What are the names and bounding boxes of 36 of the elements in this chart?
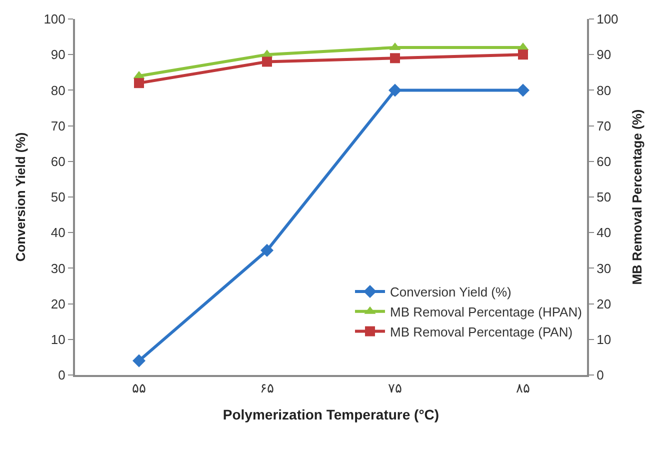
point: [132, 354, 146, 368]
x-tick-label: ۷۵: [388, 380, 402, 396]
y2-tick-label: 100: [596, 12, 618, 27]
y-tick-label: 100: [44, 12, 66, 27]
y-tick-label: 40: [50, 225, 66, 240]
legend-label: MB Removal Percentage (HPAN): [390, 304, 582, 320]
y2-axis-title: MB Removal Percentage (%): [629, 109, 644, 285]
y2-tick-label: 10: [596, 332, 612, 347]
legend-label: MB Removal Percentage (PAN): [390, 324, 573, 340]
y2-tick-label: 30: [596, 260, 612, 276]
x-axis-title: Polymerization Temperature (°C): [222, 406, 440, 422]
y-axis-title: Conversion Yield (%): [13, 132, 28, 262]
y2-tick-label: 0: [596, 368, 604, 383]
y-tick-label: 0: [58, 368, 66, 383]
point: [516, 84, 530, 97]
y-tick-label: 30: [50, 260, 66, 276]
y2-tick-label: 80: [596, 82, 612, 98]
y-tick-label: 80: [50, 82, 66, 98]
y2-tick-label: 20: [596, 296, 612, 312]
x-tick-label: ۵۵: [132, 380, 146, 396]
y-tick-label: 90: [50, 47, 66, 62]
y-tick-label: 60: [50, 154, 66, 169]
y2-tick-label: 70: [596, 118, 612, 134]
y-tick-label: 50: [50, 190, 66, 205]
x-tick-label: ۶۵: [260, 380, 274, 396]
y2-tick-label: 50: [596, 190, 612, 205]
y2-tick-label: 60: [596, 154, 612, 169]
legend-label: Conversion Yield (%): [390, 284, 512, 300]
point: [388, 84, 402, 97]
x-tick-label: ۸۵: [516, 380, 530, 396]
y-tick-label: 20: [50, 296, 66, 312]
y2-tick-label: 40: [596, 225, 612, 240]
y2-tick-label: 90: [596, 47, 612, 62]
point: [260, 244, 274, 257]
y-tick-label: 70: [50, 118, 66, 134]
y-tick-label: 10: [50, 332, 66, 347]
